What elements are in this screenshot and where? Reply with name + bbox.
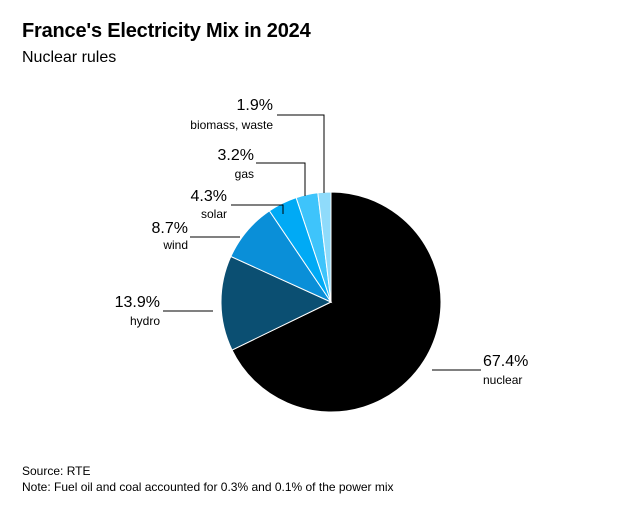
leader-line-solar [231, 204, 284, 214]
category-label-gas: gas [235, 167, 254, 181]
leader-line-biomass-waste [277, 114, 325, 193]
pie-slice-hydro [220, 255, 333, 351]
chart-title: France's Electricity Mix in 2024 [22, 20, 311, 42]
pie-slice-nuclear [231, 191, 442, 413]
chart-subtitle: Nuclear rules [22, 49, 117, 66]
value-label-wind: 8.7% [152, 220, 188, 237]
category-label-biomass-waste: biomass, waste [190, 118, 273, 132]
chart-footer: Source: RTE Note: Fuel oil and coal acco… [22, 463, 394, 495]
category-label-nuclear: nuclear [483, 373, 522, 387]
category-label-hydro: hydro [130, 314, 160, 328]
value-label-biomass-waste: 1.9% [237, 97, 273, 114]
value-label-nuclear: 67.4% [483, 353, 528, 370]
source-note: Source: RTE [22, 464, 91, 478]
category-label-solar: solar [201, 207, 227, 221]
value-label-solar: 4.3% [191, 188, 227, 205]
value-label-hydro: 13.9% [115, 294, 160, 311]
leader-line-gas [256, 162, 306, 196]
value-label-gas: 3.2% [218, 147, 254, 164]
category-label-wind: wind [162, 238, 188, 252]
footnote: Note: Fuel oil and coal accounted for 0.… [22, 480, 394, 494]
